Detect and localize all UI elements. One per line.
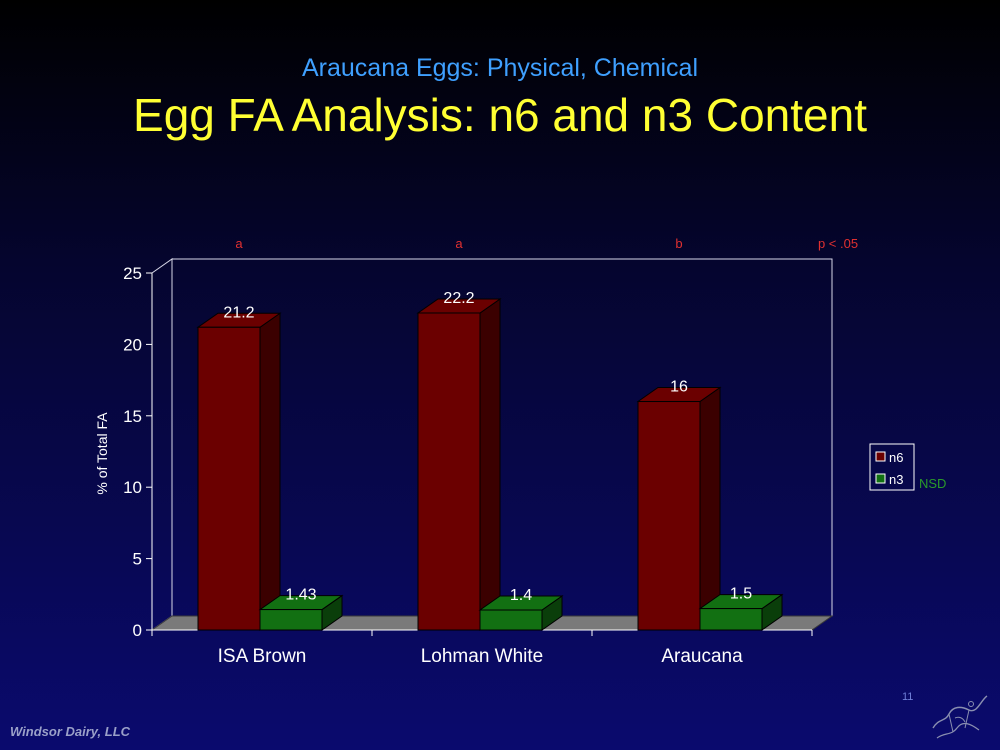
significance-letter: a: [455, 236, 463, 251]
bar-side-n6: [259, 312, 281, 631]
y-tick-label: 15: [123, 407, 142, 426]
x-tick-label: Lohman White: [421, 646, 544, 667]
bar-side-n6: [699, 386, 721, 631]
x-tick-label: ISA Brown: [218, 646, 307, 667]
slide-subtitle: Araucana Eggs: Physical, Chemical: [301, 54, 699, 82]
legend-label-n6: n6: [889, 450, 903, 465]
bar-n6: [197, 326, 261, 631]
y-tick-label: 20: [123, 335, 142, 354]
footer-company: Windsor Dairy, LLC: [10, 724, 131, 739]
bar-n6: [417, 312, 481, 631]
logo-icon: [932, 695, 988, 739]
significance-note-n3: NSD: [919, 476, 946, 491]
legend-swatch-n6: [875, 451, 886, 462]
data-label-n3: 1.5: [730, 586, 752, 603]
data-label-n6: 16: [670, 379, 688, 396]
data-label-n6: 22.2: [443, 290, 474, 307]
x-tick-label: Araucana: [661, 646, 743, 667]
slide-title: Egg FA Analysis: n6 and n3 Content: [133, 89, 867, 141]
y-tick-label: 25: [123, 264, 142, 283]
y-tick-label: 0: [133, 621, 142, 640]
significance-letter: a: [235, 236, 243, 251]
data-label-n3: 1.4: [510, 587, 532, 604]
legend-label-n3: n3: [889, 472, 903, 487]
y-tick-label: 5: [133, 550, 142, 569]
bar-n3: [259, 609, 323, 631]
plot-side-wall: [151, 258, 173, 631]
data-label-n3: 1.43: [285, 587, 316, 604]
bar-n3: [699, 608, 763, 631]
significance-letter: b: [675, 236, 682, 251]
y-tick-label: 10: [123, 478, 142, 497]
legend-box: [869, 443, 915, 491]
bar-n6: [637, 401, 701, 631]
data-label-n6: 21.2: [223, 304, 254, 321]
bar-n3: [479, 609, 543, 631]
slide-number: 11: [902, 691, 914, 703]
y-axis-label: % of Total FA: [94, 412, 110, 495]
legend-swatch-n3: [875, 473, 886, 484]
bar-side-n6: [479, 298, 501, 631]
significance-note-n6: p < .05: [818, 236, 858, 251]
